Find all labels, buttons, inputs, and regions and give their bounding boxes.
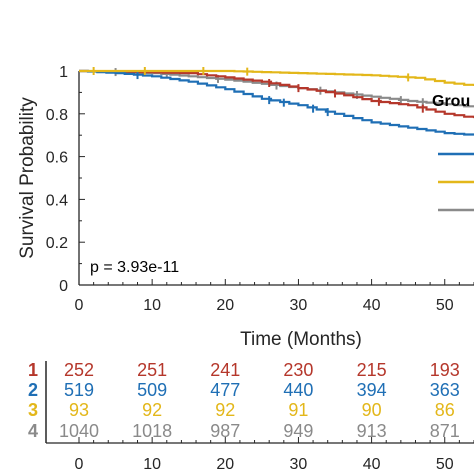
risk-count: 509: [137, 380, 167, 400]
risk-x-tick-label: 20: [216, 456, 234, 473]
legend: [438, 152, 474, 212]
x-tick-label: 0: [75, 297, 84, 314]
risk-count: 363: [430, 380, 460, 400]
survival-curve-2: [79, 69, 474, 136]
x-tick-label: 40: [363, 297, 381, 314]
x-tick-label: 30: [290, 297, 308, 314]
risk-count: 987: [210, 421, 240, 441]
risk-x-tick-label: 30: [290, 456, 308, 473]
y-axis-label: Survival Probability: [17, 97, 38, 259]
risk-count: 394: [357, 380, 387, 400]
risk-count: 215: [357, 360, 387, 380]
legend-title: Grou: [432, 93, 470, 110]
risk-count: 252: [64, 360, 94, 380]
risk-count: 92: [142, 400, 162, 420]
risk-count: 519: [64, 380, 94, 400]
risk-count: 90: [362, 400, 382, 420]
risk-row-label: 1: [28, 360, 38, 380]
risk-count: 1018: [132, 421, 172, 441]
risk-x-tick-label: 50: [436, 456, 454, 473]
risk-count: 93: [69, 400, 89, 420]
y-tick-label: 0.6: [46, 150, 68, 167]
risk-x-tick-label: 40: [363, 456, 381, 473]
risk-row-label: 3: [28, 400, 38, 420]
y-tick-label: 0: [59, 278, 68, 295]
y-tick-label: 0.2: [46, 235, 68, 252]
risk-count: 871: [430, 421, 460, 441]
survival-curve-3: [79, 69, 474, 86]
risk-count: 230: [283, 360, 313, 380]
x-axis-label: Time (Months): [240, 329, 362, 350]
y-tick-label: 0.4: [46, 192, 68, 209]
risk-count: 1040: [59, 421, 99, 441]
risk-count: 91: [288, 400, 308, 420]
x-tick-label: 50: [436, 297, 454, 314]
risk-count: 193: [430, 360, 460, 380]
x-tick-label: 10: [143, 297, 161, 314]
risk-x-tick-label: 10: [143, 456, 161, 473]
x-tick-label: 20: [216, 297, 234, 314]
risk-count: 251: [137, 360, 167, 380]
p-value-annotation: p = 3.93e-11: [90, 259, 179, 276]
y-tick-label: 1: [59, 64, 68, 81]
risk-row-label: 2: [28, 380, 38, 400]
survival-plot: 0 10 20 30 40 50 0 0.2 0.4 0.6 0.8 1: [46, 64, 474, 314]
risk-count: 440: [283, 380, 313, 400]
risk-count: 241: [210, 360, 240, 380]
risk-count: 477: [210, 380, 240, 400]
risk-count: 949: [283, 421, 313, 441]
risk-count: 86: [435, 400, 455, 420]
risk-row-label: 4: [28, 421, 38, 441]
y-tick-label: 0.8: [46, 107, 68, 124]
risk-count: 92: [215, 400, 235, 420]
risk-x-tick-label: 0: [75, 456, 84, 473]
risk-count: 913: [357, 421, 387, 441]
